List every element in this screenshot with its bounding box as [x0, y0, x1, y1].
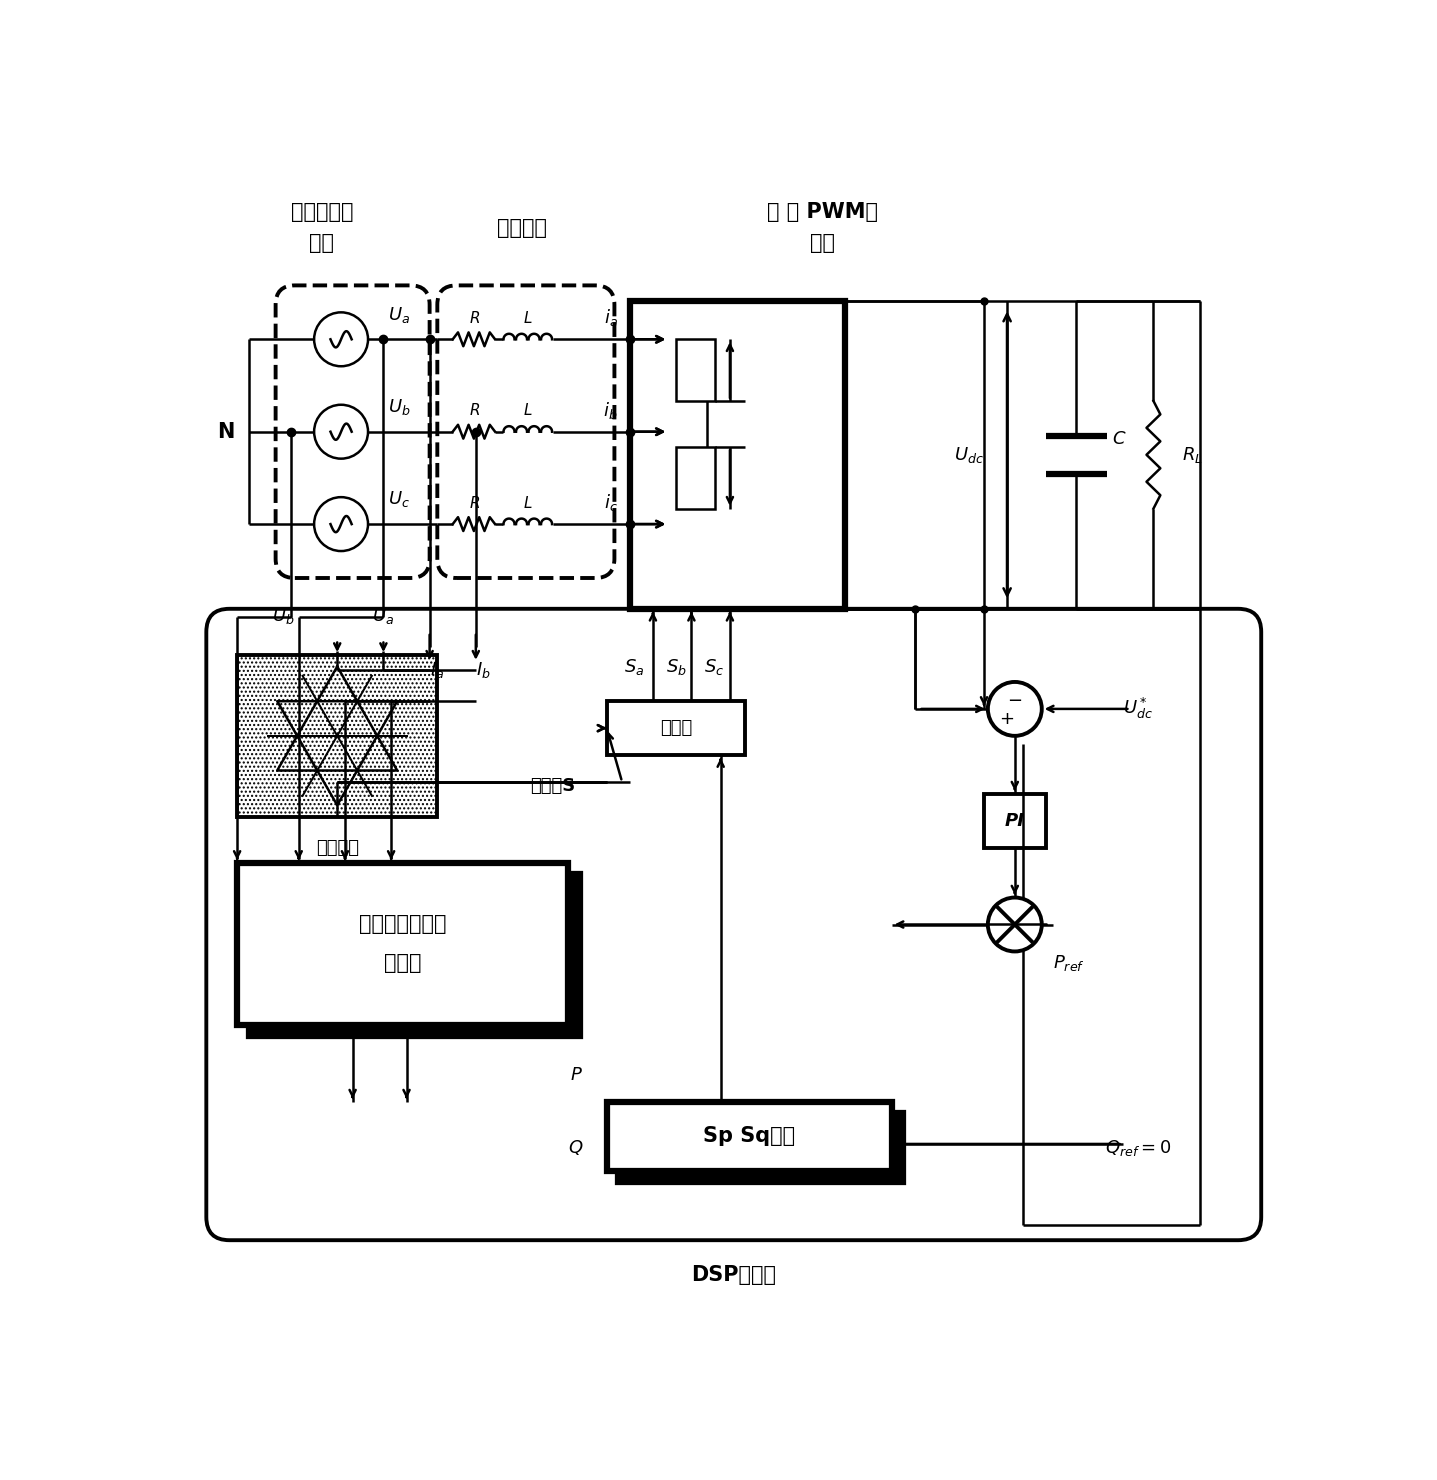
Bar [237, 656, 437, 817]
Text: $i_b$: $i_b$ [604, 400, 618, 420]
Text: $R_L$: $R_L$ [1181, 445, 1203, 465]
Text: $I_b$: $I_b$ [476, 660, 491, 681]
Bar [606, 702, 746, 755]
Text: $P$: $P$ [569, 1066, 582, 1083]
Text: $U_b$: $U_b$ [388, 397, 410, 417]
Circle shape [315, 404, 368, 459]
Bar [618, 1113, 904, 1183]
Text: PI: PI [1004, 811, 1025, 830]
Bar [606, 1101, 891, 1171]
Text: $U_a$: $U_a$ [388, 305, 410, 324]
Text: $Q$: $Q$ [568, 1138, 583, 1157]
Text: $U_c$: $U_c$ [388, 490, 410, 509]
Text: $Q_{ref}=0$: $Q_{ref}=0$ [1105, 1138, 1171, 1157]
Bar [237, 863, 568, 1024]
Bar [984, 793, 1046, 848]
Text: $R$: $R$ [468, 494, 480, 511]
Text: $S_b$: $S_b$ [665, 657, 687, 676]
Text: 扇区号S: 扇区号S [530, 777, 575, 795]
Bar [675, 447, 714, 509]
Text: $R$: $R$ [468, 403, 480, 419]
Text: DSP控制板: DSP控制板 [691, 1265, 776, 1285]
Circle shape [315, 312, 368, 366]
Text: Sp Sq计算: Sp Sq计算 [703, 1126, 795, 1146]
Bar [629, 300, 845, 608]
Text: 率计算: 率计算 [384, 953, 421, 972]
FancyBboxPatch shape [207, 608, 1262, 1240]
Bar [675, 339, 714, 401]
Text: $L$: $L$ [523, 403, 533, 419]
Circle shape [987, 682, 1042, 736]
FancyBboxPatch shape [276, 286, 430, 579]
Text: $L$: $L$ [523, 494, 533, 511]
Text: $i_a$: $i_a$ [604, 308, 618, 329]
Text: 瑞时有功无功功: 瑞时有功无功功 [359, 915, 447, 934]
Text: $-$: $-$ [1007, 690, 1022, 707]
Text: 滤波电感: 滤波电感 [497, 218, 547, 238]
Circle shape [987, 897, 1042, 952]
Text: 扇区选择: 扇区选择 [316, 839, 359, 857]
Text: 开关表: 开关表 [660, 719, 693, 737]
Text: N: N [217, 422, 234, 441]
Text: $P_{ref}$: $P_{ref}$ [1053, 953, 1085, 972]
Text: $R$: $R$ [468, 309, 480, 326]
Bar [249, 875, 579, 1036]
FancyBboxPatch shape [437, 286, 615, 579]
Text: $S_c$: $S_c$ [704, 657, 724, 676]
Circle shape [315, 497, 368, 551]
Text: $U^*_{dc}$: $U^*_{dc}$ [1124, 696, 1152, 721]
Text: $S_a$: $S_a$ [624, 657, 644, 676]
Text: $C$: $C$ [1111, 431, 1127, 448]
Text: $U_{dc}$: $U_{dc}$ [954, 445, 983, 465]
Text: $+$: $+$ [999, 710, 1015, 728]
Text: 三 相 PWM整: 三 相 PWM整 [767, 203, 878, 222]
Text: 流桥: 流桥 [810, 232, 835, 253]
Text: $L$: $L$ [523, 309, 533, 326]
Text: 对称三相电: 对称三相电 [290, 203, 354, 222]
Text: $i_c$: $i_c$ [604, 491, 618, 514]
Text: $U_b$: $U_b$ [272, 607, 295, 626]
Text: $I_a$: $I_a$ [430, 660, 444, 681]
Text: $U_a$: $U_a$ [372, 607, 395, 626]
Text: 压源: 压源 [309, 232, 335, 253]
